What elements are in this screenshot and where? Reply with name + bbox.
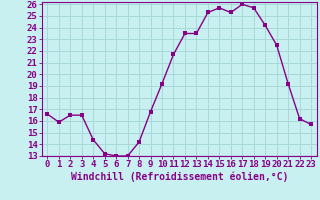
X-axis label: Windchill (Refroidissement éolien,°C): Windchill (Refroidissement éolien,°C) (70, 172, 288, 182)
